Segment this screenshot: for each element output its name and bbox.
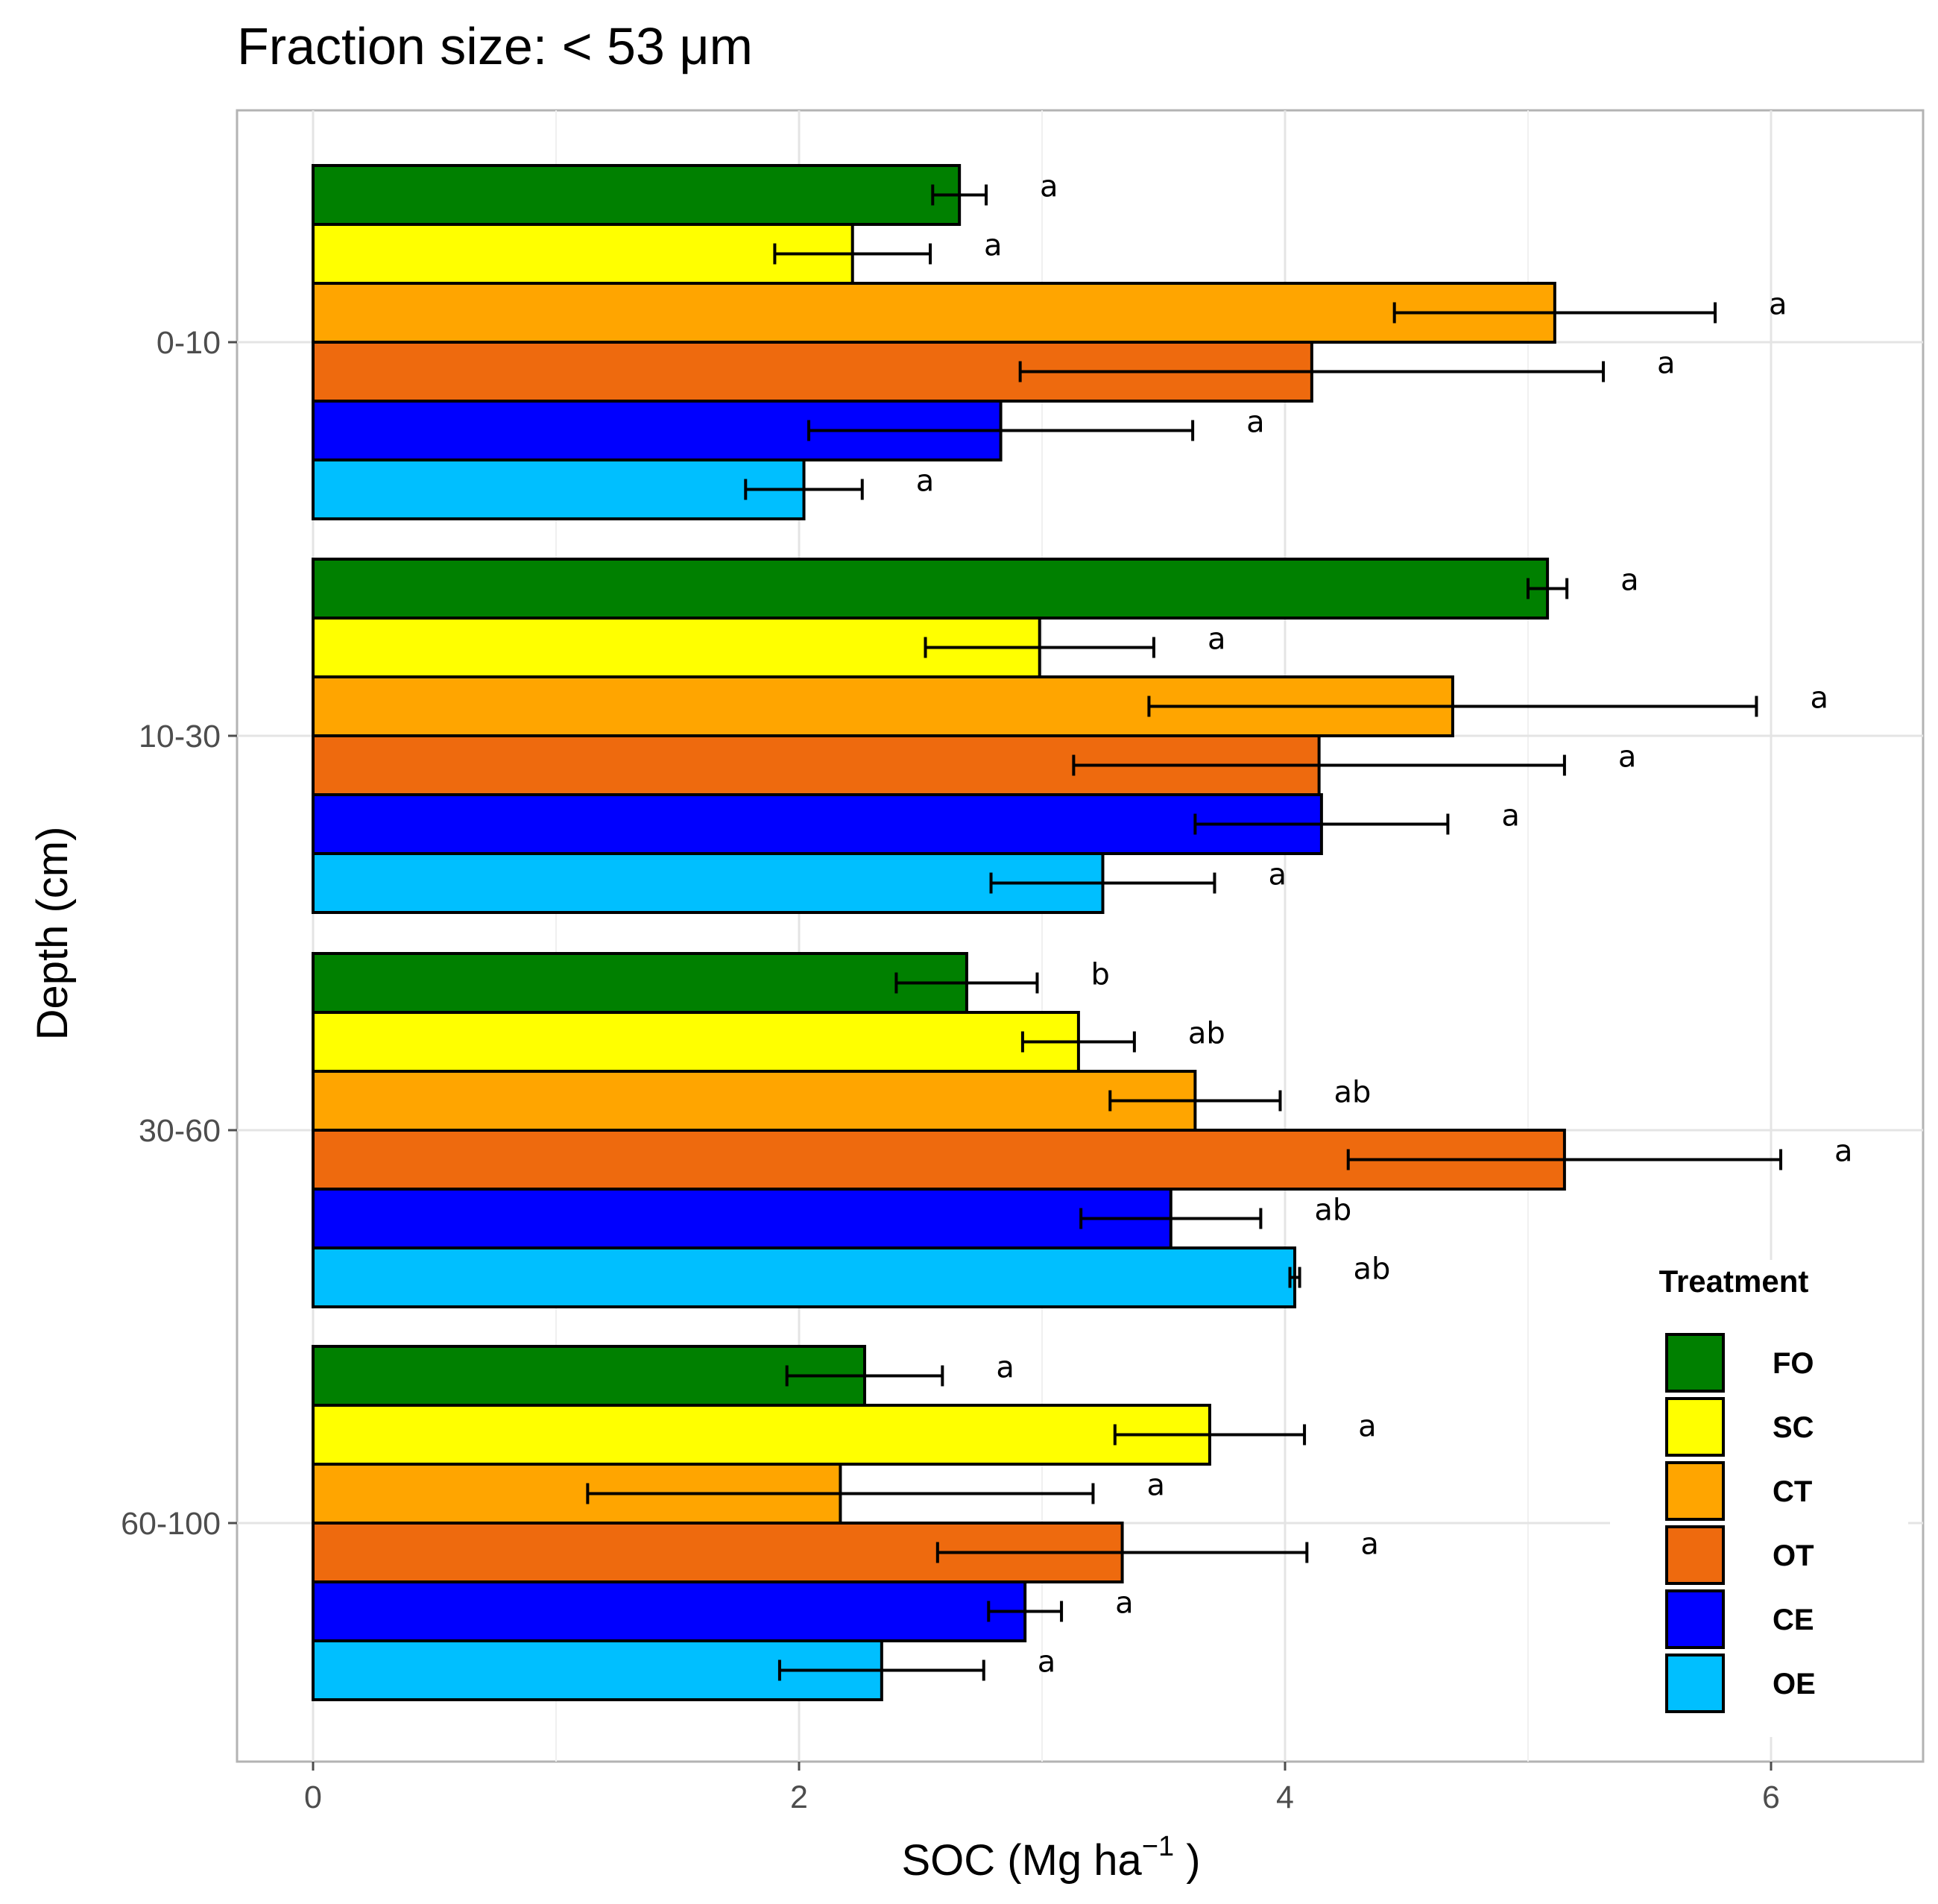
significance-letter: a xyxy=(1268,858,1287,892)
legend-key-fo xyxy=(1665,1333,1725,1393)
significance-letter: a xyxy=(1115,1586,1134,1621)
x-axis-label-main: SOC (Mg ha xyxy=(901,1836,1142,1885)
bar-ce xyxy=(312,793,1323,855)
x-tick-label: 2 xyxy=(790,1780,808,1815)
legend-label-ct: CT xyxy=(1773,1475,1812,1508)
significance-letter: a xyxy=(1657,347,1676,381)
chart-title: Fraction size: < 53 μm xyxy=(237,17,753,75)
x-axis-label: SOC (Mg ha−1 ) xyxy=(901,1831,1200,1885)
legend-key-ot xyxy=(1665,1525,1725,1585)
bar-ce xyxy=(312,1580,1027,1642)
bar-ct xyxy=(312,282,1556,344)
significance-letter: a xyxy=(1246,406,1265,440)
x-tick-label: 4 xyxy=(1276,1780,1294,1815)
significance-letter: a xyxy=(1040,170,1058,204)
bar-sc xyxy=(312,1404,1211,1466)
significance-letter: a xyxy=(1620,564,1639,598)
significance-letter: a xyxy=(1146,1469,1165,1503)
x-axis-ticks: 0 2 4 6 xyxy=(304,1762,1780,1815)
legend-label-sc: SC xyxy=(1773,1411,1814,1444)
x-axis-label-superscript: −1 xyxy=(1142,1831,1174,1862)
significance-letter: ab xyxy=(1314,1194,1351,1228)
legend-label-oe: OE xyxy=(1773,1668,1816,1700)
legend-label-ot: OT xyxy=(1773,1539,1814,1572)
bar-fo xyxy=(312,558,1550,620)
significance-letter: a xyxy=(1769,288,1787,322)
legend-label-ce: CE xyxy=(1773,1604,1814,1636)
significance-letter: a xyxy=(1208,622,1226,657)
bar-fo xyxy=(312,164,962,226)
legend-background xyxy=(1610,1260,1908,1737)
legend-key-ce xyxy=(1665,1589,1725,1649)
x-axis-label-suffix: ) xyxy=(1174,1836,1200,1885)
significance-letter: a xyxy=(1358,1410,1377,1444)
legend-key-oe xyxy=(1665,1654,1725,1713)
significance-letter: a xyxy=(916,464,935,499)
significance-letter: a xyxy=(1834,1135,1853,1169)
bar-oe xyxy=(312,852,1105,914)
x-tick-label: 6 xyxy=(1762,1780,1780,1815)
bar-ce xyxy=(312,1188,1172,1249)
legend-label-fo: FO xyxy=(1773,1347,1814,1380)
bar-oe xyxy=(312,458,806,520)
y-tick-label: 10-30 xyxy=(139,719,221,754)
y-tick-label: 60-100 xyxy=(121,1506,221,1542)
legend-key-sc xyxy=(1665,1397,1725,1457)
bar-sc xyxy=(312,223,854,285)
y-axis-label: Depth (cm) xyxy=(28,827,77,1041)
y-axis-ticks: 0-10 10-30 30-60 60-100 xyxy=(121,325,237,1542)
significance-letter: a xyxy=(1038,1645,1056,1680)
significance-letter: ab xyxy=(1333,1076,1371,1110)
x-tick-label: 0 xyxy=(304,1780,322,1815)
bar-fo xyxy=(312,952,968,1014)
legend-title: Treatment xyxy=(1659,1264,1809,1299)
significance-letter: a xyxy=(1618,740,1637,775)
bar-fo xyxy=(312,1345,867,1407)
significance-letter: a xyxy=(1810,681,1828,716)
significance-letter: a xyxy=(1501,799,1520,833)
legend: Treatment FO SC CT OT CE OE xyxy=(1610,1260,1908,1737)
significance-letter: ab xyxy=(1354,1252,1391,1287)
legend-key-ct xyxy=(1665,1461,1725,1521)
y-tick-label: 0-10 xyxy=(157,325,221,361)
bar-ct xyxy=(312,1070,1197,1132)
significance-letter: a xyxy=(984,229,1003,263)
bar-oe xyxy=(312,1246,1297,1308)
significance-letter: a xyxy=(996,1351,1014,1385)
significance-letter: a xyxy=(1360,1528,1379,1562)
significance-letter: ab xyxy=(1188,1017,1225,1051)
bar-sc xyxy=(312,1011,1080,1073)
y-tick-label: 30-60 xyxy=(139,1113,221,1149)
significance-letter: b xyxy=(1090,958,1109,992)
